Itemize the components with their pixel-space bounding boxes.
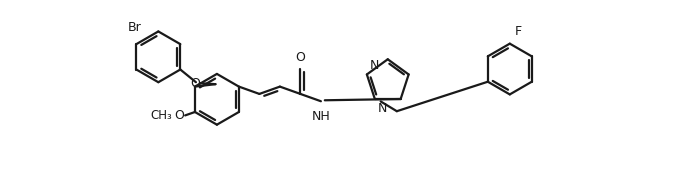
Text: O: O — [295, 51, 306, 64]
Text: O: O — [190, 77, 200, 90]
Text: CH₃: CH₃ — [150, 109, 172, 122]
Text: O: O — [174, 109, 184, 122]
Text: Br: Br — [127, 21, 141, 34]
Text: N: N — [378, 102, 387, 115]
Text: NH: NH — [312, 110, 330, 123]
Text: F: F — [515, 25, 522, 38]
Text: N: N — [369, 59, 379, 72]
